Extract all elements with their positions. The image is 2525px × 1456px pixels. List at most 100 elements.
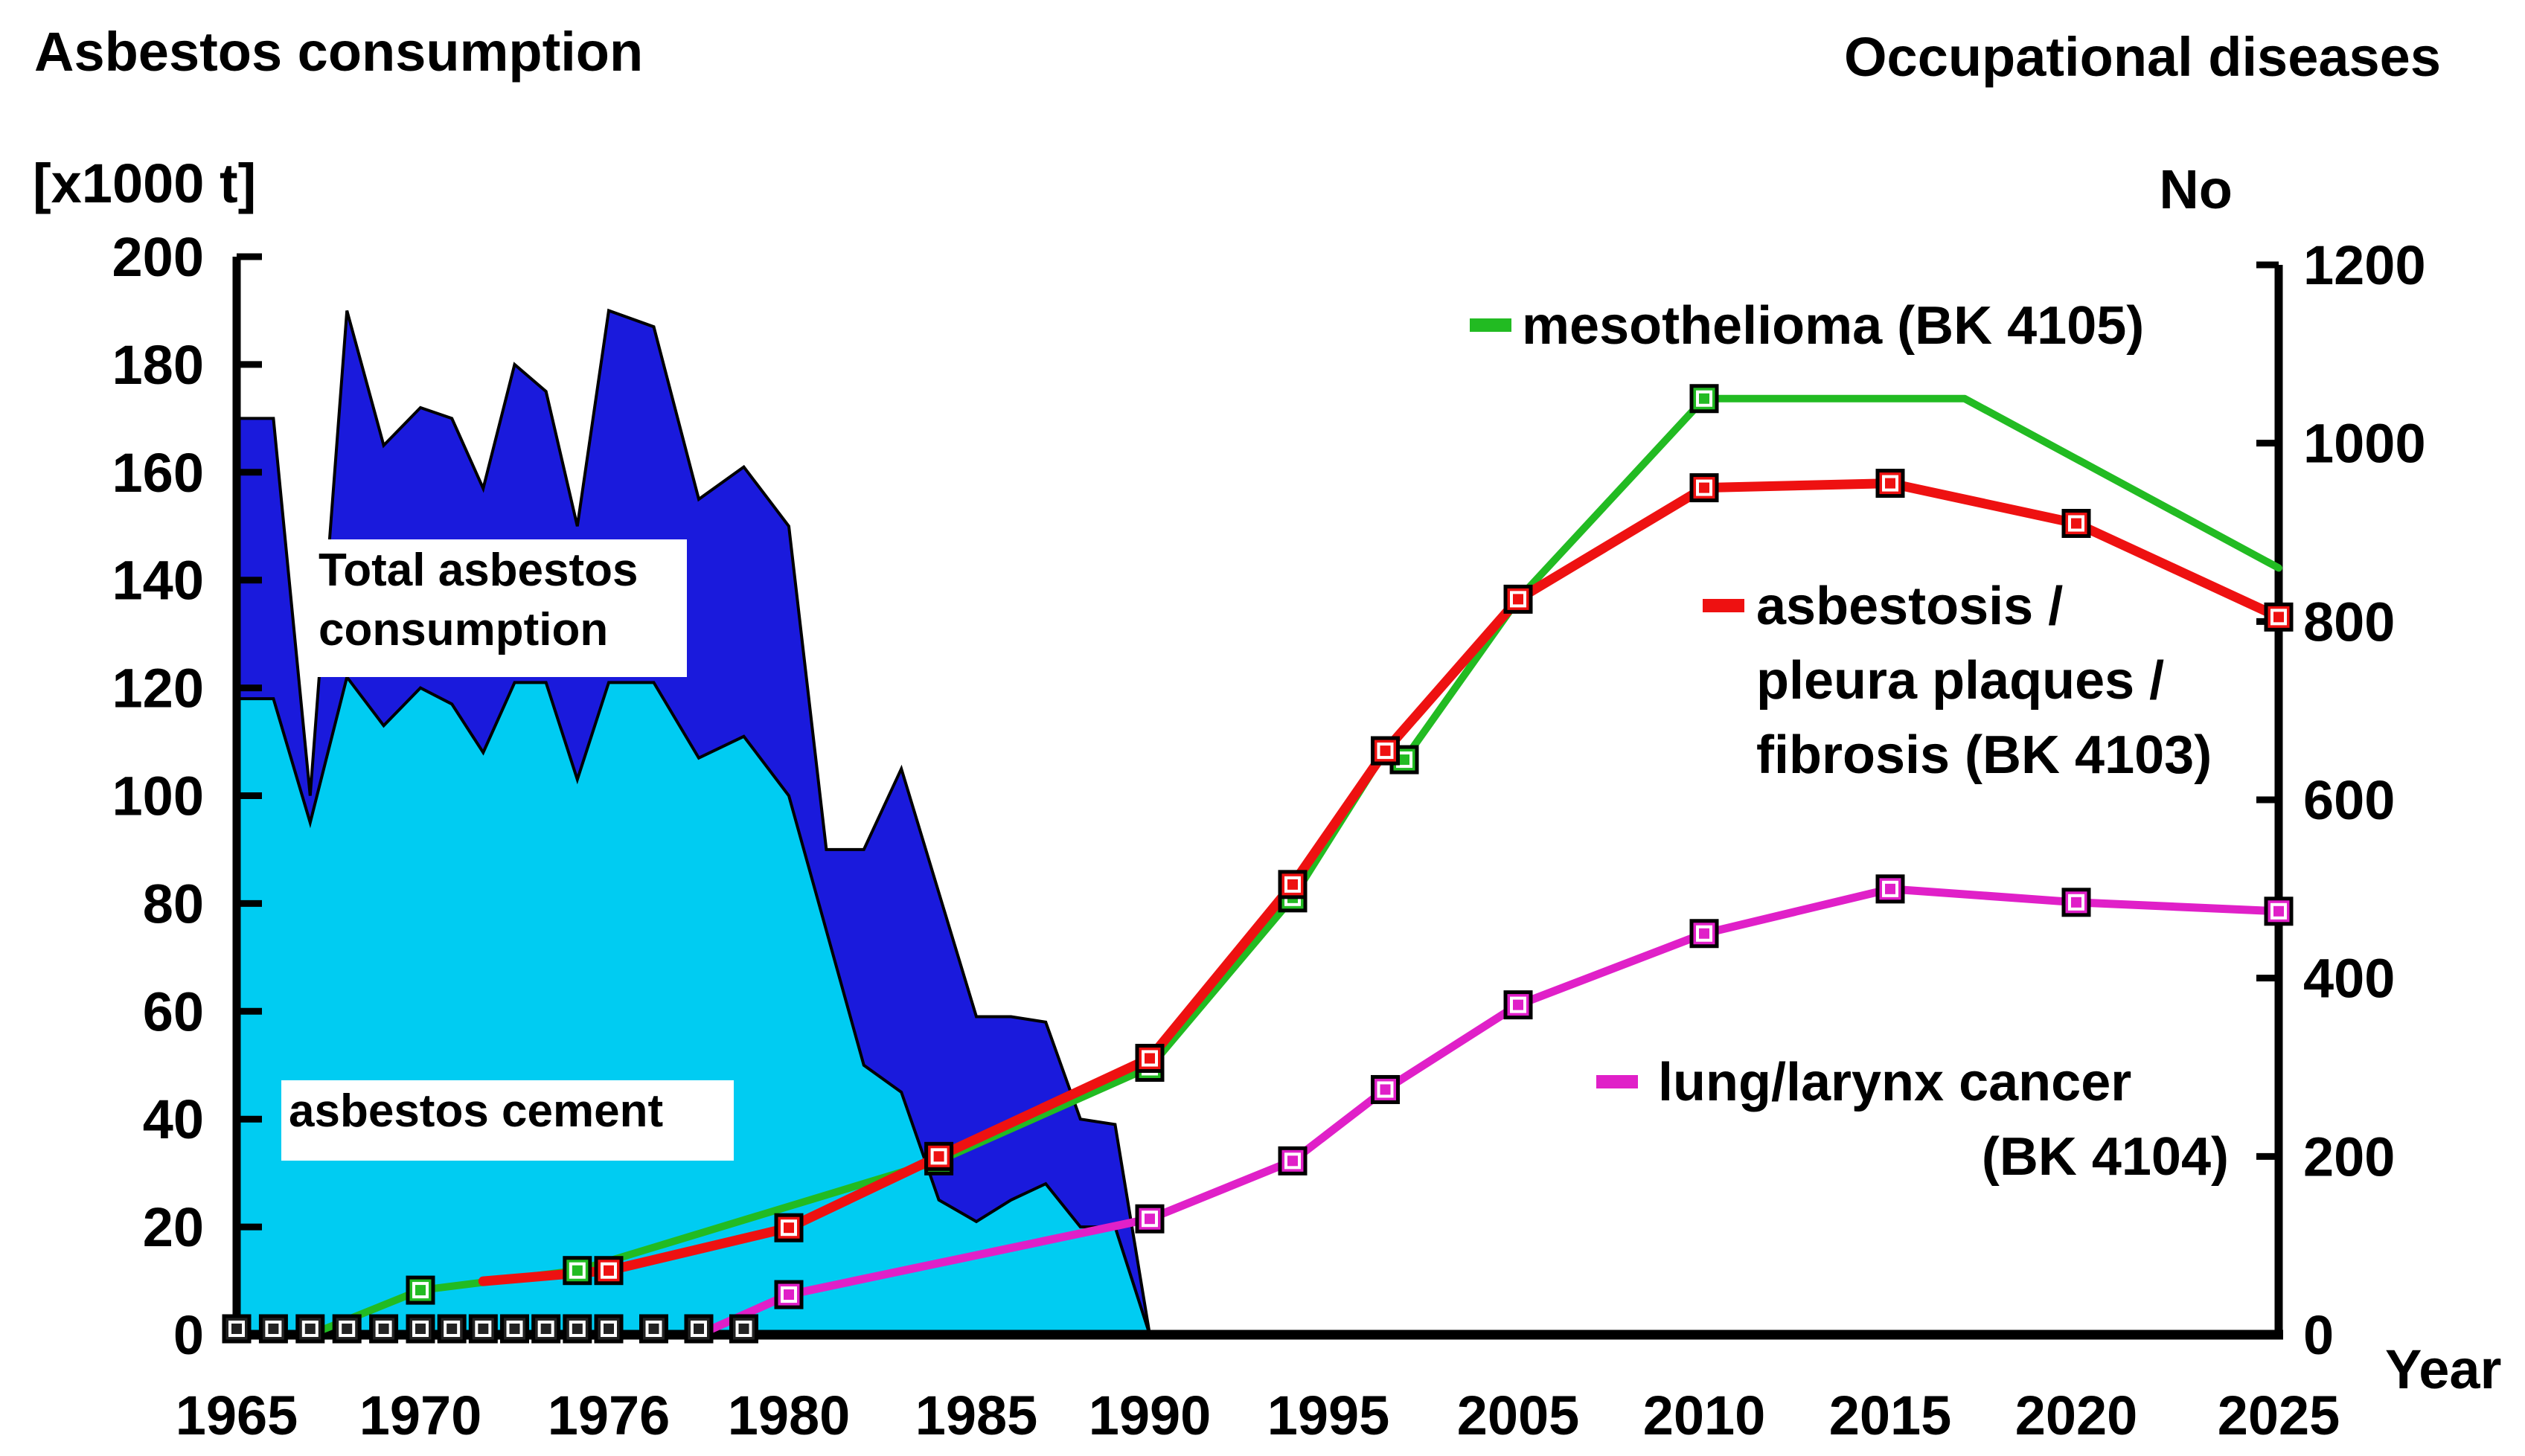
data-point-marker-inner — [781, 1219, 797, 1237]
baseline-marker — [468, 1314, 498, 1344]
baseline-marker-inner — [537, 1321, 554, 1337]
left-tick-label: 40 — [143, 1088, 204, 1150]
legend-mesothelioma: mesothelioma (BK 4105) — [1470, 296, 2144, 356]
data-point-marker-inner — [1284, 876, 1301, 893]
left-tick-label: 20 — [143, 1196, 204, 1258]
data-point-marker — [1371, 736, 1400, 766]
legend-asbestosis-text: pleura plaques / — [1756, 651, 2164, 711]
left-tick-label: 120 — [112, 658, 204, 719]
baseline-marker — [563, 1314, 592, 1344]
x-tick-label: 1995 — [1267, 1385, 1390, 1446]
baseline-marker-inner — [265, 1321, 282, 1337]
data-point-marker — [1278, 1146, 1308, 1176]
x-tick-label: 2025 — [2218, 1385, 2340, 1446]
area-series-1 — [235, 673, 1152, 1336]
baseline-marker-inner — [735, 1321, 752, 1337]
data-point-marker-inner — [1696, 925, 1712, 942]
legend-asbestosis: asbestosis / pleura plaques / fibrosis (BK… — [1703, 577, 2212, 785]
data-point-marker — [1875, 874, 1905, 904]
line-series-1 — [478, 478, 2284, 1286]
data-point-marker-inner — [1284, 1152, 1301, 1170]
baseline-marker — [332, 1314, 362, 1344]
data-point-marker — [2061, 509, 2091, 539]
data-point-marker-inner — [2270, 609, 2287, 626]
data-point-marker — [1503, 584, 1533, 614]
left-tick-label: 140 — [112, 550, 204, 612]
left-tick-label: 100 — [112, 766, 204, 827]
data-point-marker-inner — [601, 1262, 617, 1279]
right-axis-title: Occupational diseases — [1844, 26, 2441, 88]
baseline-marker-inner — [569, 1321, 586, 1337]
data-point-marker-inner — [1510, 591, 1526, 608]
data-point-marker — [1503, 990, 1533, 1020]
legend-lung-cancer-text: lung/larynx cancer — [1658, 1053, 2131, 1112]
data-point-marker-inner — [781, 1286, 797, 1303]
right-tick-label: 0 — [2303, 1304, 2334, 1366]
legend-mesothelioma-text: mesothelioma (BK 4105) — [1522, 296, 2144, 356]
data-point-marker — [2264, 602, 2294, 632]
data-point-marker-inner — [1142, 1210, 1158, 1228]
asbestos-cement-label-bg — [281, 1080, 734, 1161]
baseline-marker-inner — [444, 1321, 461, 1337]
left-axis-unit: [x1000 t] — [33, 153, 256, 214]
data-point-marker-inner — [1377, 1081, 1394, 1098]
legend-lung-cancer: lung/larynx cancer — [1596, 1053, 2131, 1112]
x-tick-label: 1980 — [728, 1385, 851, 1446]
x-tick-label: 2010 — [1643, 1385, 1766, 1446]
legend-lung-cancer-swatch — [1596, 1075, 1638, 1088]
total-consumption-label-text: Total asbestos — [319, 545, 639, 596]
data-point-marker — [1875, 469, 1905, 498]
left-axis-title: Asbestos consumption — [34, 21, 643, 83]
right-tick-label: 800 — [2303, 591, 2395, 652]
asbestos-cement-label: asbestos cement — [281, 1080, 734, 1161]
total-consumption-label-text: consumption — [319, 604, 608, 655]
data-point-marker-inner — [1377, 743, 1394, 760]
legend-asbestosis-text: fibrosis (BK 4103) — [1756, 725, 2212, 785]
right-axis-unit: No — [2159, 158, 2233, 220]
total-consumption-label: Total asbestos consumption — [311, 539, 687, 677]
data-point-marker — [2061, 888, 2091, 917]
data-point-marker-inner — [930, 1148, 947, 1165]
baseline-marker-inner — [339, 1321, 356, 1337]
legend-lung-cancer-code: (BK 4104) — [1982, 1127, 2229, 1187]
x-tick-label: 2015 — [1829, 1385, 1952, 1446]
data-point-marker-inner — [2068, 515, 2084, 532]
x-tick-label: 1985 — [915, 1385, 1038, 1446]
left-tick-label: 80 — [143, 873, 204, 934]
baseline-marker — [729, 1314, 758, 1344]
data-point-marker-inner — [1696, 479, 1712, 496]
baseline-marker — [369, 1314, 399, 1344]
left-tick-label: 200 — [112, 226, 204, 288]
left-tick-label: 160 — [112, 442, 204, 504]
legend-mesothelioma-swatch — [1470, 318, 1511, 332]
baseline-marker — [639, 1314, 668, 1344]
left-tick-label: 0 — [173, 1304, 204, 1366]
data-point-marker — [1689, 384, 1719, 414]
right-tick-label: 600 — [2303, 769, 2395, 831]
left-tick-label: 180 — [112, 334, 204, 396]
baseline-marker-inner — [412, 1321, 429, 1337]
baseline-marker — [684, 1314, 714, 1344]
baseline-marker-inner — [301, 1321, 319, 1337]
baseline-marker — [258, 1314, 288, 1344]
data-point-marker — [774, 1213, 804, 1242]
x-axis-label: Year — [2385, 1338, 2501, 1400]
baseline-marker-inner — [506, 1321, 523, 1337]
left-tick-label: 60 — [143, 981, 204, 1042]
x-tick-label: 2005 — [1457, 1385, 1580, 1446]
data-point-marker — [924, 1141, 954, 1171]
marker-layer — [222, 384, 2294, 1344]
right-tick-label: 1200 — [2303, 234, 2426, 296]
baseline-marker-inner — [375, 1321, 392, 1337]
data-point-marker — [1371, 1074, 1400, 1104]
baseline-marker — [222, 1314, 252, 1344]
x-tick-label: 1970 — [359, 1385, 482, 1446]
asbestos-cement-label-text: asbestos cement — [289, 1085, 663, 1137]
right-tick-label: 1000 — [2303, 413, 2426, 475]
area-layer — [235, 308, 1152, 1336]
data-point-marker-inner — [569, 1262, 586, 1279]
baseline-marker-inner — [601, 1321, 617, 1337]
label-layer: 0 20 40 60 80 100 120 140 160 180 200 0 200 400 600 800… — [112, 226, 2426, 1446]
data-point-marker — [594, 1256, 624, 1286]
right-tick-label: 200 — [2303, 1126, 2395, 1187]
